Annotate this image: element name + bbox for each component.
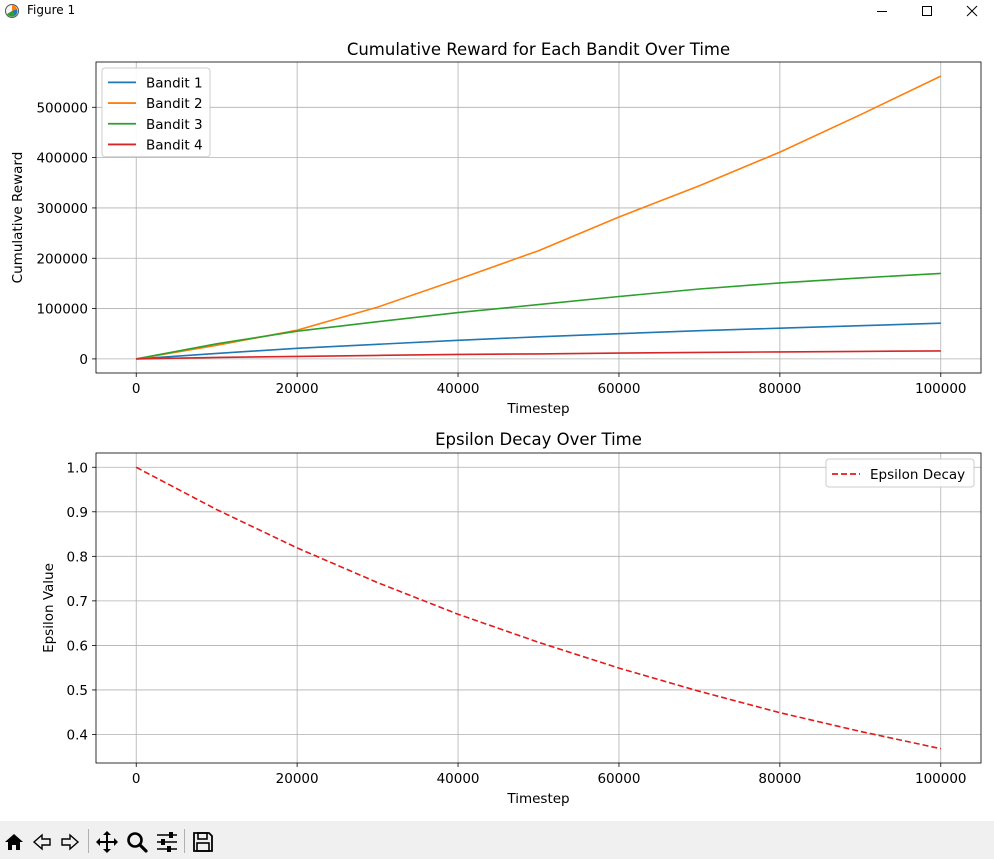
y-tick-label: 0.5 — [67, 683, 88, 699]
legend: Bandit 1 Bandit 2 Bandit 3 Bandit 4 — [101, 67, 211, 158]
toolbar-separator — [184, 829, 185, 853]
x-tick-label: 100000 — [915, 381, 967, 397]
pan-button[interactable] — [94, 830, 120, 854]
toolbar-separator — [88, 829, 89, 853]
series-line-1 — [136, 322, 941, 360]
series-line-3 — [136, 272, 941, 360]
zoom-button[interactable] — [124, 830, 150, 854]
x-tick-label: 20000 — [276, 381, 319, 397]
home-icon — [5, 834, 23, 850]
forward-icon — [61, 833, 80, 851]
series-line-1 — [135, 466, 941, 750]
x-axis-label: Timestep — [506, 791, 569, 807]
legend-label: Epsilon Decay — [870, 467, 965, 483]
y-tick-label: 100000 — [36, 302, 88, 318]
legend-box — [101, 67, 211, 158]
x-tick-label: 80000 — [758, 381, 801, 397]
minimize-icon — [877, 11, 887, 12]
subplot-2[interactable]: 0 20000 40000 60000 80000 100000 0.4 0.5 0.6 0.7 0… — [41, 430, 982, 807]
configure-subplots-icon — [157, 832, 177, 852]
title-bar: Figure 1 — [0, 0, 994, 22]
x-tick-label: 40000 — [437, 381, 480, 397]
figure-canvas[interactable]: 0 20000 40000 60000 80000 100000 0 100000 200000… — [0, 22, 994, 820]
x-tick-label: 0 — [132, 381, 141, 397]
legend-box — [825, 458, 975, 488]
y-tick-label: 0.8 — [67, 549, 88, 565]
y-tick-label: 0.4 — [67, 727, 88, 743]
y-tick-label: 300000 — [36, 201, 88, 217]
back-icon — [32, 833, 51, 851]
legend-label: Bandit 3 — [146, 117, 203, 133]
forward-button[interactable] — [57, 830, 83, 854]
x-tick-label: 60000 — [597, 381, 640, 397]
y-tick-label: 1.0 — [67, 460, 88, 476]
chart-title: Epsilon Decay Over Time — [435, 430, 642, 449]
y-tick-label: 0.6 — [67, 638, 88, 654]
navigation-toolbar — [0, 821, 994, 859]
save-icon — [193, 832, 213, 852]
figure-svg: 0 20000 40000 60000 80000 1000000100000200000… — [10, 40, 982, 807]
window-title: Figure 1 — [27, 3, 76, 17]
series-line-4 — [136, 350, 941, 360]
x-tick-label: 80000 — [758, 771, 801, 787]
pan-icon — [96, 831, 118, 853]
legend-label: Bandit 2 — [146, 96, 203, 112]
x-tick-label: 20000 — [276, 771, 319, 787]
y-tick-label: 0.7 — [67, 594, 88, 610]
legend-label: Bandit 4 — [146, 137, 203, 153]
legend: Epsilon Decay — [825, 458, 975, 488]
y-tick-label: 500000 — [36, 100, 88, 116]
subplot-1[interactable]: 0 20000 40000 60000 80000 100000 0 100000 200000… — [10, 40, 982, 417]
y-axis-label: Cumulative Reward — [10, 152, 26, 284]
y-tick-label: 200000 — [36, 251, 88, 267]
minimize-button[interactable] — [859, 0, 905, 22]
maximize-button[interactable] — [904, 0, 950, 22]
axes-frame — [95, 452, 982, 764]
x-tick-label: 0 — [132, 771, 141, 787]
zoom-icon — [127, 832, 148, 853]
series-line-2 — [136, 75, 942, 360]
home-button[interactable] — [1, 830, 27, 854]
legend-label: Bandit 1 — [146, 75, 203, 91]
x-tick-label: 100000 — [915, 771, 967, 787]
maximize-icon — [922, 6, 932, 16]
y-tick-label: 400000 — [36, 151, 88, 167]
close-icon — [966, 5, 978, 17]
x-tick-label: 60000 — [597, 771, 640, 787]
y-axis-label: Epsilon Value — [41, 563, 57, 653]
x-axis-label: Timestep — [506, 401, 569, 417]
back-button[interactable] — [29, 830, 55, 854]
save-button[interactable] — [190, 830, 216, 854]
chart-title: Cumulative Reward for Each Bandit Over T… — [347, 40, 730, 59]
close-button[interactable] — [949, 0, 994, 22]
y-tick-label: 0 — [79, 352, 88, 368]
matplotlib-app-icon — [5, 4, 19, 18]
x-tick-label: 40000 — [437, 771, 480, 787]
configure-subplots-button[interactable] — [154, 830, 180, 854]
axes-frame — [95, 61, 982, 374]
y-tick-label: 0.9 — [67, 505, 88, 521]
